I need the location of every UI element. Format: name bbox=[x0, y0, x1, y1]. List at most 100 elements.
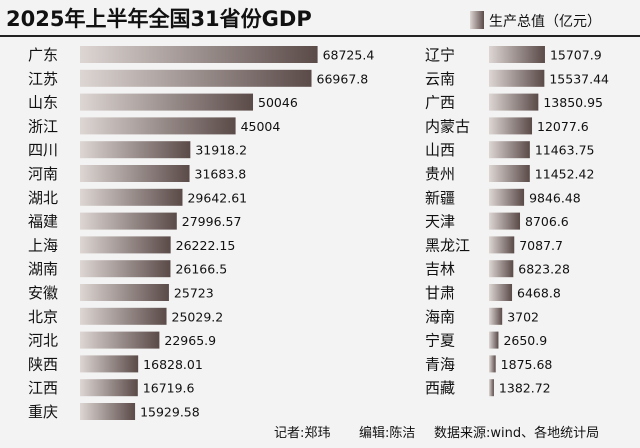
right-value-label: 15537.44 bbox=[549, 71, 609, 86]
right-bar bbox=[489, 307, 503, 325]
left-value-label: 22965.9 bbox=[164, 333, 216, 348]
right-value-label: 12077.6 bbox=[537, 119, 589, 134]
left-category-label: 重庆 bbox=[28, 403, 58, 421]
right-category-label: 内蒙古 bbox=[425, 117, 470, 135]
left-category-label: 湖北 bbox=[28, 189, 58, 207]
right-value-label: 8706.6 bbox=[525, 214, 569, 229]
right-bar bbox=[489, 188, 525, 206]
right-value-label: 3702 bbox=[507, 309, 539, 324]
right-bar bbox=[489, 379, 494, 397]
left-bar bbox=[80, 46, 318, 63]
left-bar bbox=[80, 379, 138, 397]
right-value-label: 13850.95 bbox=[543, 95, 603, 110]
footer-reporter: 记者:郑玮 bbox=[274, 426, 330, 441]
left-bar bbox=[80, 141, 191, 159]
title-rule bbox=[0, 35, 640, 37]
right-category-label: 海南 bbox=[425, 308, 455, 326]
right-bar bbox=[489, 355, 496, 373]
left-value-label: 31918.2 bbox=[195, 143, 247, 158]
left-bar bbox=[80, 284, 169, 301]
left-value-label: 25029.2 bbox=[172, 309, 224, 324]
left-category-label: 福建 bbox=[28, 213, 58, 231]
right-value-label: 11463.75 bbox=[535, 143, 595, 158]
left-category-label: 河北 bbox=[28, 332, 58, 350]
left-value-label: 16828.01 bbox=[143, 357, 203, 372]
right-value-label: 2650.9 bbox=[503, 333, 547, 348]
left-value-label: 16719.6 bbox=[143, 381, 195, 396]
right-bar bbox=[489, 260, 514, 278]
left-category-label: 江苏 bbox=[28, 70, 58, 88]
legend-swatch bbox=[470, 11, 484, 29]
left-value-label: 26222.15 bbox=[176, 238, 236, 253]
right-bar bbox=[489, 212, 521, 230]
legend: 生产总值（亿元） bbox=[470, 11, 601, 30]
right-bar bbox=[489, 165, 530, 182]
left-category-label: 陕西 bbox=[28, 355, 58, 373]
left-bar bbox=[80, 307, 167, 325]
right-category-label: 山西 bbox=[425, 141, 455, 159]
right-value-label: 9846.48 bbox=[529, 190, 581, 205]
right-value-label: 1875.68 bbox=[501, 357, 553, 372]
right-value-label: 1382.72 bbox=[499, 381, 551, 396]
right-bar bbox=[489, 117, 533, 135]
left-bar bbox=[80, 260, 171, 278]
right-bar bbox=[489, 236, 515, 254]
right-bar-panel: 辽宁 15707.9 云南 15537.44 广西 13850.95 内蒙古 12077.6 山… bbox=[425, 46, 609, 397]
left-value-label: 29642.61 bbox=[187, 190, 247, 205]
left-category-label: 上海 bbox=[28, 236, 58, 254]
left-category-label: 广东 bbox=[28, 46, 58, 64]
footer-source: 数据来源:wind、各地统计局 bbox=[434, 425, 599, 441]
footer-editor: 编辑:陈洁 bbox=[359, 425, 415, 441]
right-category-label: 辽宁 bbox=[425, 46, 455, 64]
left-category-label: 河南 bbox=[28, 165, 58, 183]
footer: 记者:郑玮 编辑:陈洁 数据来源:wind、各地统计局 bbox=[274, 425, 599, 441]
left-value-label: 26166.5 bbox=[175, 262, 227, 277]
left-value-label: 27996.57 bbox=[182, 214, 242, 229]
left-bar bbox=[80, 69, 312, 87]
legend-label: 生产总值（亿元） bbox=[489, 14, 601, 30]
left-bar bbox=[80, 188, 183, 206]
right-bar bbox=[489, 69, 545, 87]
left-value-label: 15929.58 bbox=[140, 405, 200, 420]
right-bar bbox=[489, 331, 499, 349]
left-value-label: 66967.8 bbox=[317, 71, 369, 86]
right-bar bbox=[489, 93, 539, 111]
left-value-label: 31683.8 bbox=[195, 167, 247, 182]
right-category-label: 青海 bbox=[425, 355, 455, 373]
right-category-label: 贵州 bbox=[425, 165, 455, 183]
right-bar bbox=[489, 46, 545, 63]
right-category-label: 黑龙江 bbox=[425, 236, 470, 254]
right-bar bbox=[489, 141, 530, 159]
right-category-label: 宁夏 bbox=[425, 332, 455, 350]
right-category-label: 天津 bbox=[425, 213, 455, 231]
left-value-label: 50046 bbox=[258, 95, 298, 110]
left-category-label: 山东 bbox=[28, 94, 58, 112]
right-value-label: 11452.42 bbox=[535, 167, 595, 182]
left-category-label: 四川 bbox=[28, 141, 58, 159]
left-value-label: 68725.4 bbox=[323, 48, 375, 63]
left-bar bbox=[80, 403, 136, 420]
left-bar bbox=[80, 93, 254, 111]
left-bar bbox=[80, 117, 236, 135]
chart-title: 2025年上半年全国31省份GDP bbox=[6, 7, 312, 31]
right-bar bbox=[489, 284, 513, 301]
right-value-label: 6823.28 bbox=[518, 262, 570, 277]
right-category-label: 西藏 bbox=[425, 379, 455, 397]
right-category-label: 吉林 bbox=[425, 260, 455, 278]
left-bar bbox=[80, 236, 171, 254]
left-bar bbox=[80, 212, 177, 230]
right-value-label: 15707.9 bbox=[550, 48, 602, 63]
left-category-label: 安徽 bbox=[28, 284, 58, 302]
left-category-label: 浙江 bbox=[28, 117, 58, 135]
left-category-label: 江西 bbox=[28, 379, 58, 397]
left-value-label: 45004 bbox=[241, 119, 281, 134]
right-category-label: 广西 bbox=[425, 94, 455, 112]
left-bar-panel: 广东 68725.4 江苏 66967.8 山东 50046 浙江 45004 四川 31918.… bbox=[28, 46, 374, 421]
right-category-label: 甘肃 bbox=[425, 284, 455, 302]
left-value-label: 25723 bbox=[174, 286, 214, 301]
right-value-label: 6468.8 bbox=[517, 286, 561, 301]
left-bar bbox=[80, 165, 190, 182]
left-bar bbox=[80, 355, 139, 373]
right-category-label: 新疆 bbox=[425, 189, 455, 207]
